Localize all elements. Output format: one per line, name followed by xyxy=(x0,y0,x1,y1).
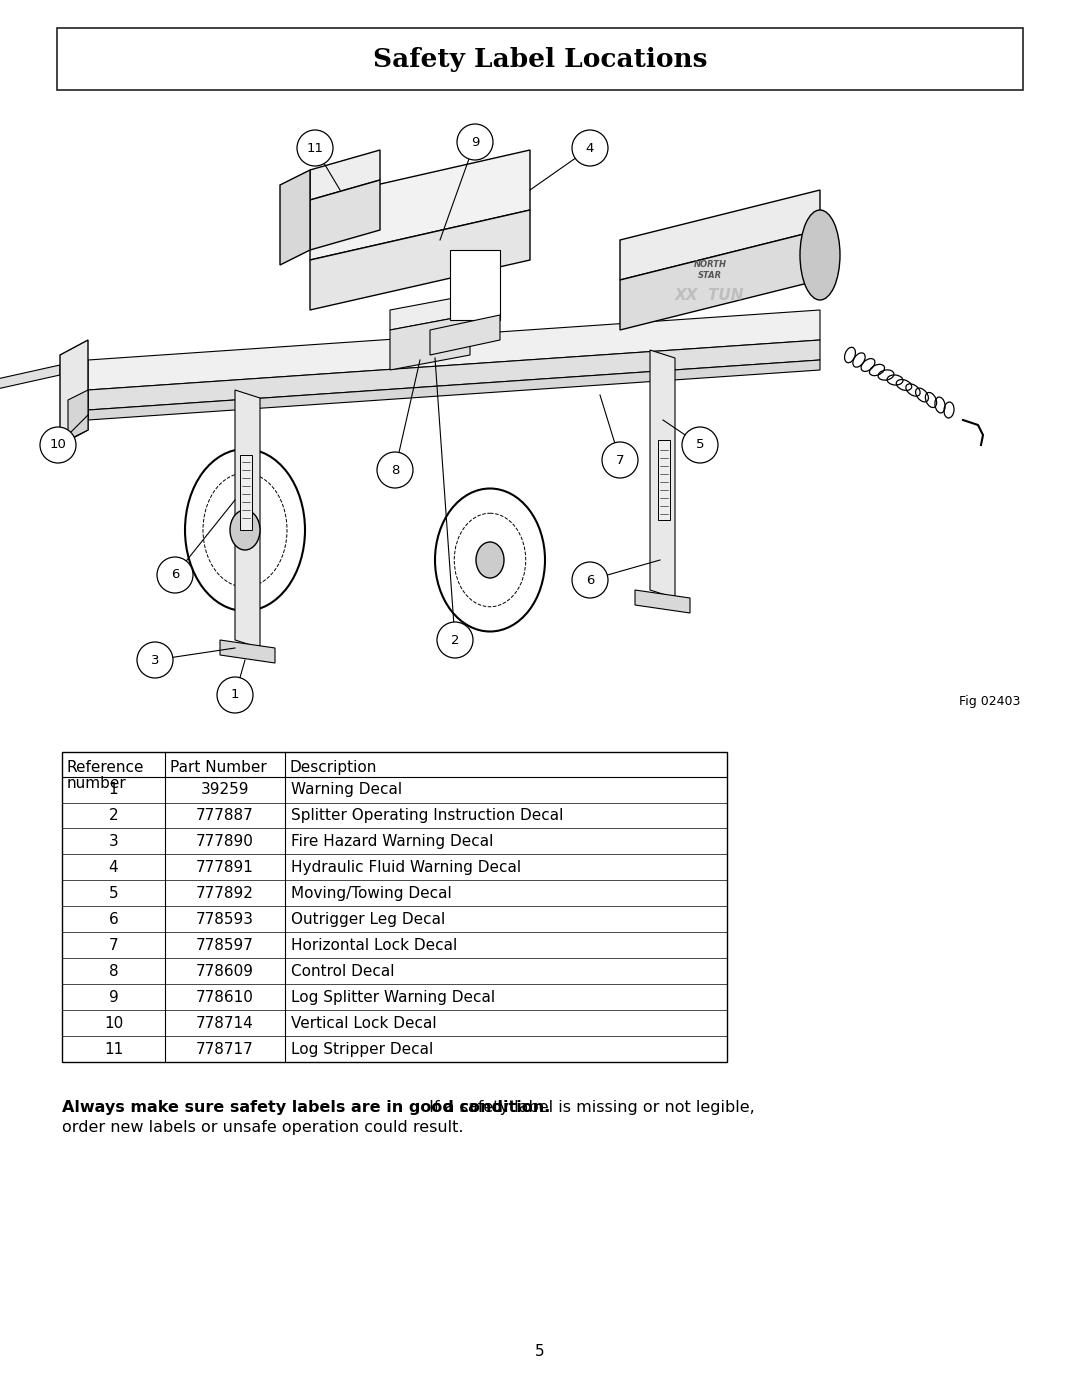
Polygon shape xyxy=(430,314,500,355)
Circle shape xyxy=(40,427,76,462)
Text: NORTH
STAR: NORTH STAR xyxy=(693,260,727,279)
Text: 4: 4 xyxy=(585,141,594,155)
Text: 5: 5 xyxy=(696,439,704,451)
Text: If a safety label is missing or not legible,: If a safety label is missing or not legi… xyxy=(424,1099,755,1115)
Polygon shape xyxy=(620,190,820,279)
Polygon shape xyxy=(390,295,470,330)
Text: 8: 8 xyxy=(109,964,119,979)
Text: 9: 9 xyxy=(109,989,119,1004)
Text: Log Stripper Decal: Log Stripper Decal xyxy=(291,1042,433,1056)
Polygon shape xyxy=(310,180,380,250)
Circle shape xyxy=(457,124,492,161)
Text: Moving/Towing Decal: Moving/Towing Decal xyxy=(291,886,451,901)
Ellipse shape xyxy=(230,510,260,550)
Text: 778717: 778717 xyxy=(197,1042,254,1056)
Text: 10: 10 xyxy=(104,1016,123,1031)
Polygon shape xyxy=(310,149,530,260)
Text: number: number xyxy=(67,775,126,791)
Text: 4: 4 xyxy=(109,861,119,875)
Text: 1: 1 xyxy=(109,782,119,798)
Text: 2: 2 xyxy=(450,633,459,647)
Text: XX  TUN: XX TUN xyxy=(675,288,745,303)
Text: 777891: 777891 xyxy=(195,861,254,875)
Text: 11: 11 xyxy=(307,141,324,155)
Text: 7: 7 xyxy=(616,454,624,467)
Text: 778609: 778609 xyxy=(195,964,254,979)
Polygon shape xyxy=(60,339,87,446)
Text: 5: 5 xyxy=(109,886,119,901)
Text: Always make sure safety labels are in good condition.: Always make sure safety labels are in go… xyxy=(62,1099,551,1115)
Polygon shape xyxy=(0,365,60,395)
Text: 777892: 777892 xyxy=(195,886,254,901)
Polygon shape xyxy=(650,351,675,598)
Text: Warning Decal: Warning Decal xyxy=(291,782,402,798)
Text: 778714: 778714 xyxy=(197,1016,254,1031)
Ellipse shape xyxy=(435,489,545,631)
Text: 778593: 778593 xyxy=(195,912,254,926)
Circle shape xyxy=(437,622,473,658)
Bar xyxy=(62,752,727,1062)
Text: 11: 11 xyxy=(104,1042,123,1056)
Polygon shape xyxy=(390,314,470,370)
Text: 7: 7 xyxy=(109,937,119,953)
Text: Hydraulic Fluid Warning Decal: Hydraulic Fluid Warning Decal xyxy=(291,861,521,875)
Bar xyxy=(240,455,252,529)
Text: Horizontal Lock Decal: Horizontal Lock Decal xyxy=(291,937,457,953)
Text: order new labels or unsafe operation could result.: order new labels or unsafe operation cou… xyxy=(62,1120,463,1134)
Polygon shape xyxy=(310,210,530,310)
Text: 6: 6 xyxy=(171,569,179,581)
Circle shape xyxy=(602,441,638,478)
Text: Safety Label Locations: Safety Label Locations xyxy=(373,46,707,71)
Circle shape xyxy=(217,678,253,712)
Ellipse shape xyxy=(185,448,305,610)
Polygon shape xyxy=(620,231,820,330)
Text: 777890: 777890 xyxy=(195,834,254,849)
Text: 778610: 778610 xyxy=(195,989,254,1004)
Polygon shape xyxy=(635,590,690,613)
Text: Description: Description xyxy=(289,760,377,775)
Bar xyxy=(450,250,500,320)
Polygon shape xyxy=(220,640,275,664)
Text: Fire Hazard Warning Decal: Fire Hazard Warning Decal xyxy=(291,834,494,849)
Polygon shape xyxy=(87,310,820,390)
Bar xyxy=(658,440,670,520)
Text: 777887: 777887 xyxy=(197,807,254,823)
Text: Reference: Reference xyxy=(67,760,145,775)
Circle shape xyxy=(297,130,333,166)
Text: 8: 8 xyxy=(391,464,400,476)
Circle shape xyxy=(377,453,413,488)
Circle shape xyxy=(681,427,718,462)
Ellipse shape xyxy=(800,210,840,300)
Text: Outrigger Leg Decal: Outrigger Leg Decal xyxy=(291,912,445,926)
Polygon shape xyxy=(87,360,820,420)
Text: 6: 6 xyxy=(109,912,119,926)
Polygon shape xyxy=(235,390,260,648)
Text: 9: 9 xyxy=(471,136,480,148)
Circle shape xyxy=(572,562,608,598)
Bar xyxy=(57,28,1023,89)
Text: Log Splitter Warning Decal: Log Splitter Warning Decal xyxy=(291,989,495,1004)
Text: 10: 10 xyxy=(50,439,67,451)
Text: Splitter Operating Instruction Decal: Splitter Operating Instruction Decal xyxy=(291,807,563,823)
Polygon shape xyxy=(280,170,310,265)
Text: 2: 2 xyxy=(109,807,119,823)
Polygon shape xyxy=(68,390,87,440)
Circle shape xyxy=(157,557,193,592)
Text: 6: 6 xyxy=(585,574,594,587)
Text: 3: 3 xyxy=(109,834,119,849)
Text: 5: 5 xyxy=(536,1344,544,1359)
Text: 3: 3 xyxy=(151,654,159,666)
Circle shape xyxy=(572,130,608,166)
Polygon shape xyxy=(87,339,820,409)
Text: Vertical Lock Decal: Vertical Lock Decal xyxy=(291,1016,436,1031)
Ellipse shape xyxy=(476,542,504,578)
Text: Control Decal: Control Decal xyxy=(291,964,394,979)
Text: 778597: 778597 xyxy=(195,937,254,953)
Text: Fig 02403: Fig 02403 xyxy=(959,694,1020,708)
Text: 1: 1 xyxy=(231,689,240,701)
Polygon shape xyxy=(310,149,380,200)
Text: Part Number: Part Number xyxy=(170,760,267,775)
Circle shape xyxy=(137,643,173,678)
Text: 39259: 39259 xyxy=(201,782,249,798)
